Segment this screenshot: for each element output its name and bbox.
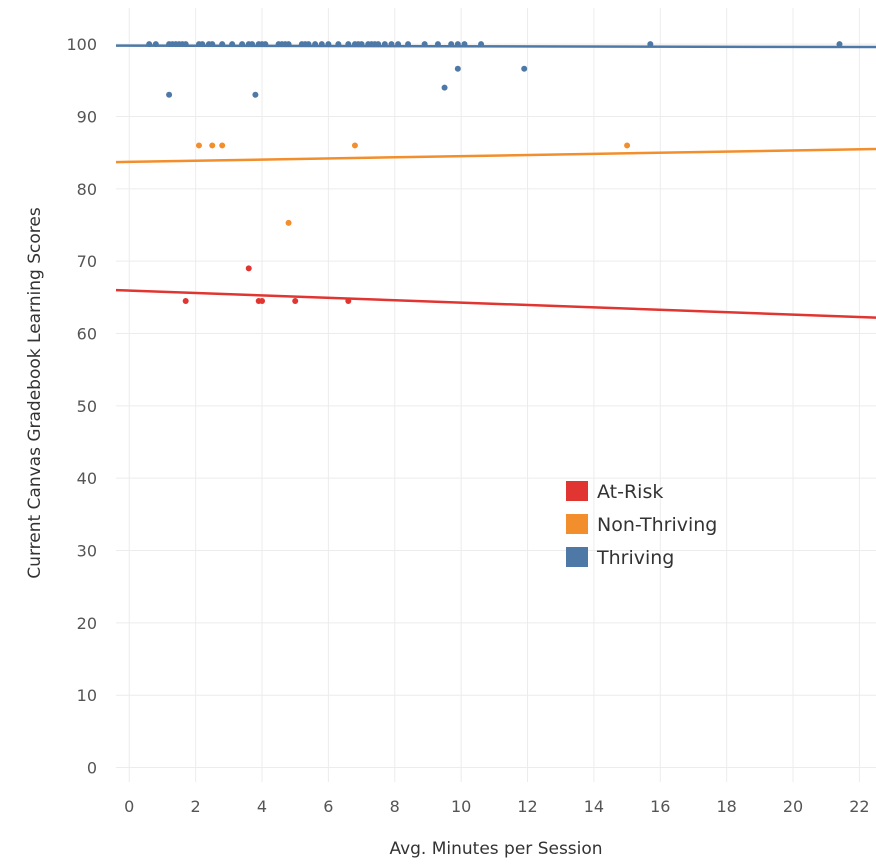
y-axis-label: Current Canvas Gradebook Learning Scores	[25, 207, 45, 579]
data-point-thriving	[146, 41, 153, 48]
data-point-at-risk	[259, 297, 266, 304]
data-point-thriving	[318, 41, 325, 48]
data-point-thriving	[219, 41, 226, 48]
x-tick-label: 2	[191, 797, 201, 816]
legend-label-non-thriving: Non-Thriving	[597, 514, 717, 536]
data-point-thriving	[395, 41, 402, 48]
data-point-thriving	[335, 41, 342, 48]
data-point-thriving	[345, 41, 352, 48]
legend-swatch-non-thriving	[566, 514, 588, 534]
data-point-thriving	[521, 65, 528, 72]
data-point-thriving	[358, 41, 365, 48]
y-axis-ticks: 0 10 20 30 40 50 60 70 80 90 100	[66, 35, 97, 777]
x-tick-label: 6	[323, 797, 333, 816]
trend-line-at-risk	[115, 288, 876, 319]
y-tick-label: 10	[77, 686, 97, 705]
legend: At-Risk Non-Thriving Thriving	[566, 481, 717, 569]
data-point-thriving	[448, 41, 455, 48]
point-layer	[146, 41, 843, 304]
data-point-thriving	[647, 41, 654, 48]
x-tick-label: 12	[517, 797, 537, 816]
y-tick-label: 40	[77, 469, 97, 488]
data-point-thriving	[166, 91, 173, 98]
legend-label-at-risk: At-Risk	[597, 481, 663, 503]
data-point-at-risk	[345, 297, 352, 304]
data-point-thriving	[182, 41, 189, 48]
data-point-non-thriving	[195, 142, 202, 149]
data-point-thriving	[454, 65, 461, 72]
data-point-thriving	[375, 41, 382, 48]
trend-layer	[115, 44, 876, 319]
data-point-thriving	[388, 41, 395, 48]
y-tick-label: 30	[77, 542, 97, 561]
data-point-at-risk	[292, 297, 299, 304]
data-point-at-risk	[245, 265, 252, 272]
x-tick-label: 14	[584, 797, 604, 816]
data-point-thriving	[209, 41, 216, 48]
data-point-thriving	[285, 41, 292, 48]
y-tick-label: 70	[77, 252, 97, 271]
y-tick-label: 50	[77, 397, 97, 416]
y-tick-label: 80	[77, 180, 97, 199]
data-point-thriving	[229, 41, 236, 48]
data-point-thriving	[252, 91, 259, 98]
x-axis-label: Avg. Minutes per Session	[389, 839, 602, 859]
x-tick-label: 4	[257, 797, 267, 816]
data-point-thriving	[325, 41, 332, 48]
y-tick-label: 0	[87, 759, 97, 778]
data-point-non-thriving	[209, 142, 216, 149]
data-point-at-risk	[182, 297, 189, 304]
data-point-non-thriving	[285, 219, 292, 226]
data-point-thriving	[262, 41, 269, 48]
data-point-thriving	[249, 41, 256, 48]
legend-swatch-at-risk	[566, 481, 588, 501]
data-point-thriving	[441, 84, 448, 91]
y-tick-label: 100	[66, 35, 97, 54]
legend-label-thriving: Thriving	[596, 547, 674, 569]
data-point-thriving	[239, 41, 246, 48]
data-point-thriving	[381, 41, 388, 48]
data-point-thriving	[305, 41, 312, 48]
data-point-non-thriving	[624, 142, 631, 149]
data-point-thriving	[421, 41, 428, 48]
data-point-non-thriving	[351, 142, 358, 149]
x-tick-label: 18	[716, 797, 736, 816]
data-point-thriving	[152, 41, 159, 48]
legend-swatch-thriving	[566, 547, 588, 567]
data-point-thriving	[312, 41, 319, 48]
y-tick-label: 20	[77, 614, 97, 633]
data-point-thriving	[434, 41, 441, 48]
data-point-non-thriving	[219, 142, 226, 149]
x-tick-label: 10	[451, 797, 471, 816]
data-point-thriving	[461, 41, 468, 48]
data-point-thriving	[199, 41, 206, 48]
grid-layer	[116, 8, 876, 782]
x-tick-label: 16	[650, 797, 670, 816]
data-point-thriving	[478, 41, 485, 48]
data-point-thriving	[405, 41, 412, 48]
x-tick-label: 8	[390, 797, 400, 816]
x-axis-ticks: 0 2 4 6 8 10 12 14 16 18 20 22	[124, 797, 869, 816]
y-tick-label: 90	[77, 108, 97, 127]
y-tick-label: 60	[77, 325, 97, 344]
x-tick-label: 22	[849, 797, 869, 816]
x-tick-label: 20	[783, 797, 803, 816]
x-tick-label: 0	[124, 797, 134, 816]
data-point-thriving	[836, 41, 843, 48]
data-point-thriving	[454, 41, 461, 48]
trend-line-non-thriving	[115, 147, 876, 164]
